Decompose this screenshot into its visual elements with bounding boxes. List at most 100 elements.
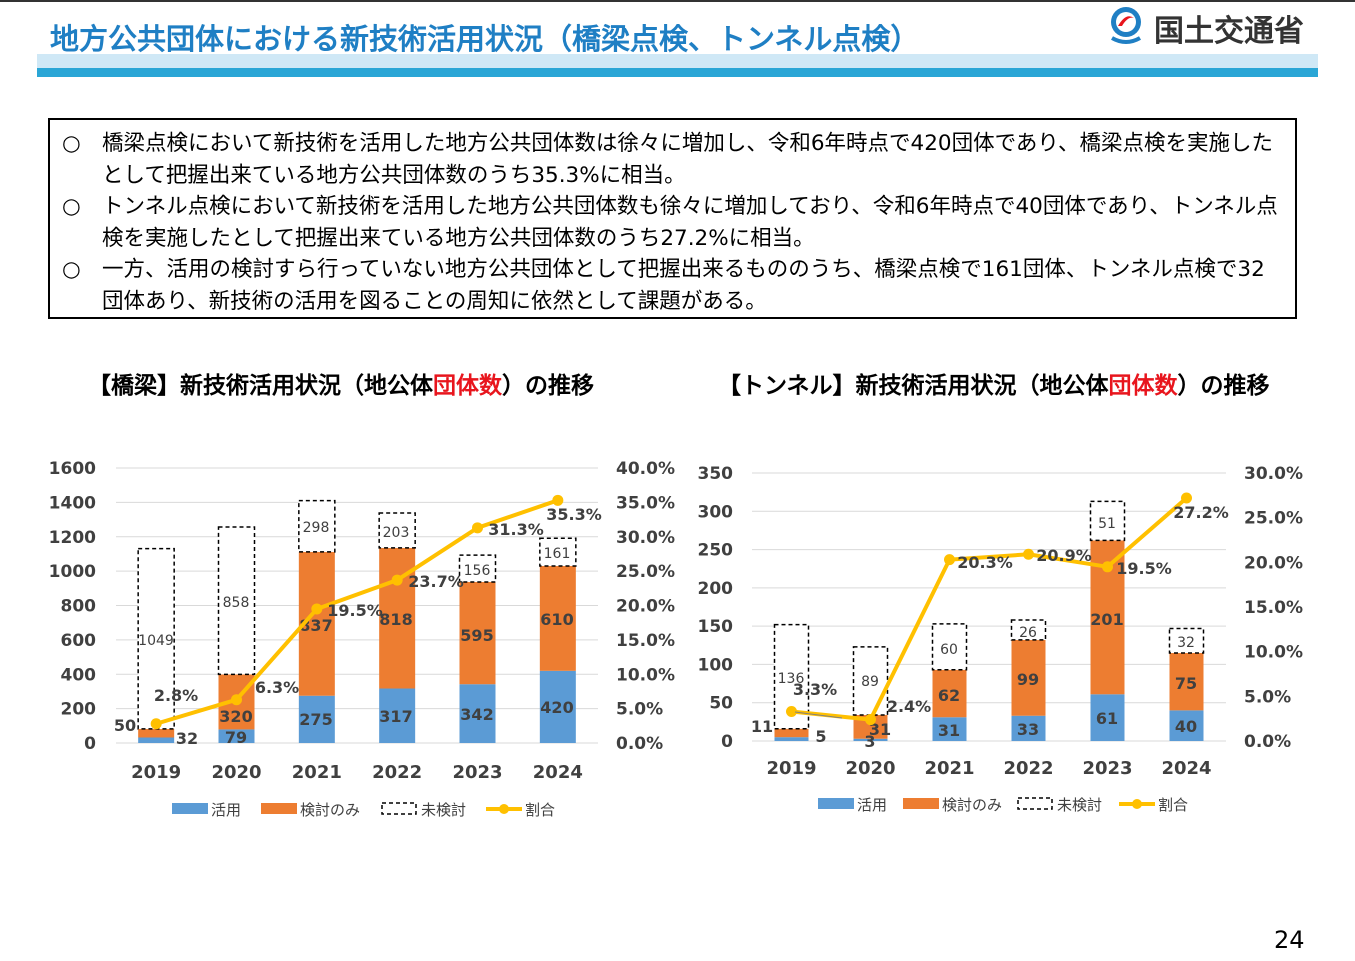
data-label: 61 [1096, 709, 1118, 728]
x-tick-label: 2019 [766, 758, 816, 779]
data-label: 62 [938, 686, 960, 705]
bar-katsuyou [1169, 710, 1204, 741]
data-label: 342 [460, 705, 493, 724]
y-tick-label: 1600 [49, 459, 96, 479]
data-label: 89 [861, 674, 879, 690]
data-label: 50 [114, 716, 136, 735]
x-tick-label: 2021 [924, 758, 974, 779]
y2-tick-label: 20.0% [616, 597, 675, 617]
bar-katsuyou [379, 688, 416, 743]
data-label: 26 [1019, 625, 1037, 641]
data-label: 201 [1090, 610, 1123, 629]
ratio-point [865, 714, 876, 726]
y2-tick-label: 0.0% [1244, 732, 1291, 752]
x-tick-label: 2020 [211, 762, 261, 783]
ratio-point [150, 718, 162, 730]
bar-mikentou [137, 547, 175, 730]
bridge-chart-title: 【橋梁】新技術活用状況（地公体団体数）の推移 [88, 373, 594, 399]
data-label: 40 [1175, 717, 1197, 736]
y-tick-label: 0 [721, 732, 733, 752]
bar-kentou [459, 581, 496, 685]
ratio-label: 19.5% [327, 601, 383, 620]
ratio-point [1102, 561, 1113, 573]
y2-tick-label: 40.0% [616, 459, 675, 479]
summary-text-1: 橋梁点検において新技術を活用した地方公共団体数は徐々に増加し、令和6年時点で42… [102, 131, 1274, 188]
y-tick-label: 100 [698, 655, 734, 675]
bullet-mark: ○ [62, 194, 81, 219]
data-label: 420 [540, 698, 573, 717]
legend-ratio-marker [499, 804, 509, 814]
y-tick-label: 350 [698, 464, 734, 484]
bar-kentou [853, 714, 888, 739]
header-band-light [37, 54, 1318, 68]
ratio-point [391, 574, 403, 586]
y2-tick-label: 5.0% [616, 700, 663, 720]
header-band-dark [37, 68, 1318, 77]
data-label: 298 [303, 520, 330, 536]
bar-katsuyou [138, 737, 175, 743]
ratio-label: 19.5% [1116, 559, 1172, 578]
tunnel-chart-title: 【トンネル】新技術活用状況（地公体団体数）の推移 [718, 373, 1270, 399]
bar-katsuyou [932, 717, 967, 741]
ratio-point [1181, 492, 1192, 504]
data-label: 32 [1177, 635, 1195, 651]
y2-tick-label: 30.0% [1244, 464, 1303, 484]
leader-line [794, 711, 843, 719]
x-tick-label: 2023 [452, 762, 502, 783]
data-label: 320 [219, 707, 252, 726]
data-label: 32 [176, 729, 198, 748]
data-label: 161 [544, 546, 571, 562]
data-label: 156 [464, 563, 491, 579]
y2-tick-label: 20.0% [1244, 553, 1303, 573]
y-tick-label: 800 [61, 597, 97, 617]
ratio-label: 31.3% [488, 520, 544, 539]
bullet-mark: ○ [62, 257, 81, 282]
bar-kentou [774, 728, 809, 738]
y-tick-label: 300 [698, 502, 734, 522]
legend-mikentou-swatch [381, 802, 417, 815]
page-title: 地方公共団体における新技術活用状況（橋梁点検、トンネル点検） [50, 22, 920, 56]
data-label: 11 [751, 717, 773, 736]
summary-bullet-2: ○ トンネル点検において新技術を活用した地方公共団体数も徐々に増加しており、令和… [62, 191, 1282, 255]
bar-kentou [1011, 639, 1046, 716]
page-number: 24 [1274, 926, 1305, 954]
ratio-point [1023, 548, 1034, 560]
bar-katsuyou [539, 670, 576, 743]
ratio-label: 35.3% [546, 505, 602, 524]
bar-mikentou [378, 512, 416, 549]
y2-tick-label: 15.0% [1244, 598, 1303, 618]
y2-tick-label: 15.0% [616, 631, 675, 651]
ratio-label: 20.3% [957, 553, 1013, 572]
bar-kentou [138, 728, 175, 738]
summary-text-3: 一方、活用の検討すら行っていない地方公共団体として把握出来るもののうち、橋梁点検… [102, 257, 1265, 314]
y-tick-label: 600 [61, 631, 97, 651]
legend-katsuyou-swatch [172, 803, 208, 814]
data-label: 5 [815, 727, 826, 746]
bar-mikentou [217, 526, 256, 676]
data-label: 75 [1175, 674, 1197, 693]
bar-katsuyou [1090, 694, 1125, 741]
summary-bullet-1: ○ 橋梁点検において新技術を活用した地方公共団体数は徐々に増加し、令和6年時点で… [62, 128, 1282, 192]
summary-bullet-3: ○ 一方、活用の検討すら行っていない地方公共団体として把握出来るもののうち、橋梁… [62, 254, 1282, 318]
data-label: 136 [778, 671, 805, 687]
bar-katsuyou [218, 729, 255, 743]
ratio-line [791, 496, 1188, 722]
x-tick-label: 2023 [1082, 758, 1132, 779]
x-tick-label: 2024 [1161, 758, 1211, 779]
ratio-label: 2.4% [887, 697, 931, 716]
data-label: 33 [1017, 720, 1039, 739]
bar-katsuyou [298, 695, 335, 743]
x-tick-label: 2019 [131, 762, 181, 783]
legend-ratio-marker [1132, 799, 1142, 809]
bar-katsuyou [853, 738, 888, 741]
bar-katsuyou [459, 684, 496, 743]
bar-katsuyou [774, 737, 809, 741]
data-label: 818 [379, 610, 412, 629]
data-label: 60 [940, 642, 958, 658]
data-label: 275 [299, 710, 332, 729]
legend-katsuyou-label: 活用 [857, 796, 887, 814]
bar-kentou [932, 669, 967, 718]
y-tick-label: 0 [84, 734, 96, 754]
bar-mikentou [852, 646, 889, 716]
